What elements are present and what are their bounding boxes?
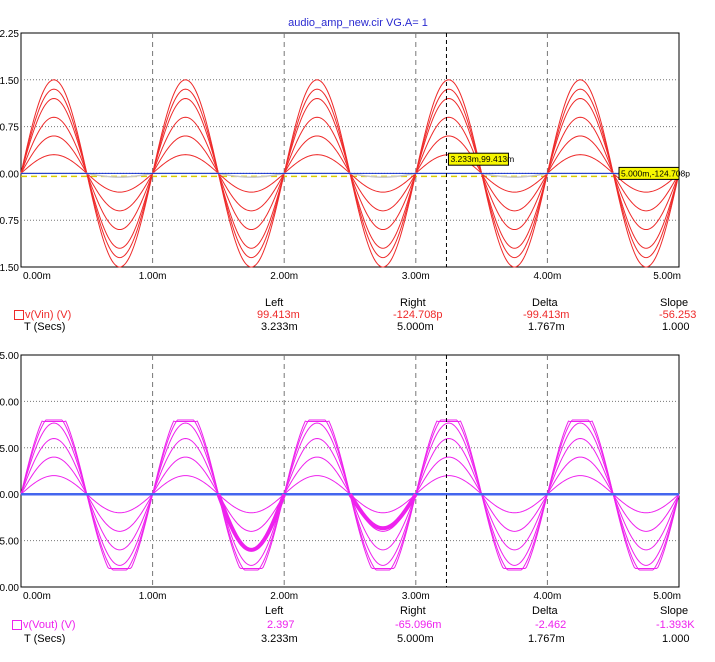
bottom-time-label: T (Secs) [24, 633, 66, 645]
bottom-header-delta: Delta [532, 605, 558, 617]
vin-right-value: -124.708p [393, 309, 443, 321]
vout-y-tick-label: 45.00 [0, 351, 19, 362]
bottom-header-left: Left [265, 605, 284, 617]
bottom-cursor-table: Left Right Delta Slope v(Vout) (V) 2.397… [0, 605, 715, 657]
vout-x-tick-label: 0.00m [23, 591, 51, 602]
vout-x-tick-label: 2.00m [270, 591, 298, 602]
vin-legend-label: v(Vin) (V) [25, 309, 72, 321]
vout-highlighted-trace [216, 493, 287, 552]
vin-delta-value: -99.413m [523, 309, 570, 321]
vin-legend-swatch[interactable] [14, 310, 24, 321]
bottom-time-slope: 1.000 [662, 633, 690, 645]
vin-y-tick-label: 0.00 [0, 169, 19, 180]
vin-x-tick-label: 1.00m [139, 271, 167, 282]
top-header-right: Right [400, 297, 426, 309]
vout-slope-value: -1.393K [656, 619, 695, 631]
vout-panel[interactable]: -30.00 -15.00 0.00 15.00 30.00 45.00 0.00m 1.00… [0, 351, 681, 602]
vin-x-tick-label: 5.00m [653, 271, 681, 282]
bottom-time-delta: 1.767m [528, 633, 565, 645]
vin-y-tick-label: 0.75 [0, 123, 19, 134]
vout-x-tick-label: 4.00m [534, 591, 562, 602]
bottom-time-right: 5.000m [397, 633, 434, 645]
vin-panel[interactable]: -1.50 -0.75 0.00 0.75 1.50 2.25 0.00m 1.00m 2.00… [0, 29, 690, 282]
vout-right-value: -65.096m [395, 619, 442, 631]
vout-frame [20, 354, 680, 588]
vout-y-tick-label: -30.00 [0, 583, 19, 594]
vout-x-tick-label: 5.00m [653, 591, 681, 602]
vout-series-legend[interactable]: v(Vout) (V) [12, 619, 76, 631]
cursor-readout-box [618, 166, 680, 180]
vout-y-tick-label: 0.00 [0, 490, 19, 501]
cursor-readout-label: 5.000m,-124.708p [621, 168, 690, 178]
vout-left-value: 2.397 [267, 619, 295, 631]
vout-delta-value: -2.462 [535, 619, 567, 631]
vin-slope-value: -56.253 [659, 309, 697, 321]
vout-y-tick-label: 15.00 [0, 444, 19, 455]
top-header-delta: Delta [532, 297, 558, 309]
chart-title: audio_amp_new.cir VG.A= 1 [288, 17, 428, 29]
vin-left-value: 99.413m [257, 309, 300, 321]
vin-x-tick-label: 3.00m [402, 271, 430, 282]
top-header-slope: Slope [660, 297, 689, 309]
vout-legend-swatch[interactable] [12, 620, 22, 631]
vin-y-tick-label: -1.50 [0, 263, 19, 274]
vout-x-tick-label: 1.00m [139, 591, 167, 602]
top-header-left: Left [265, 297, 284, 309]
cursor-readout-box [447, 152, 509, 166]
vin-x-tick-label: 0.00m [23, 271, 51, 282]
vin-y-tick-label: 1.50 [0, 76, 19, 87]
vin-y-tick-label: 2.25 [0, 29, 19, 40]
vin-x-tick-label: 4.00m [534, 271, 562, 282]
top-time-right: 5.000m [397, 321, 434, 333]
top-time-left: 3.233m [261, 321, 298, 333]
vout-y-tick-label: 30.00 [0, 397, 19, 408]
vout-legend-label: v(Vout) (V) [23, 619, 76, 631]
top-time-delta: 1.767m [528, 321, 565, 333]
vin-series-legend[interactable]: v(Vin) (V) [14, 309, 71, 321]
bottom-header-right: Right [400, 605, 426, 617]
vout-y-tick-label: -15.00 [0, 537, 19, 548]
bottom-header-slope: Slope [660, 605, 689, 617]
vout-highlighted-trace [348, 493, 418, 531]
bottom-time-left: 3.233m [261, 633, 298, 645]
vin-frame [20, 32, 680, 268]
cursor-readout-label: 3.233m,99.413m [450, 154, 514, 164]
vout-x-tick-label: 3.00m [402, 591, 430, 602]
vin-y-tick-label: -0.75 [0, 216, 19, 227]
top-cursor-table: Left Right Delta Slope v(Vin) (V) 99.413… [0, 297, 715, 345]
top-time-slope: 1.000 [662, 321, 690, 333]
vin-x-tick-label: 2.00m [270, 271, 298, 282]
top-time-label: T (Secs) [24, 321, 66, 333]
